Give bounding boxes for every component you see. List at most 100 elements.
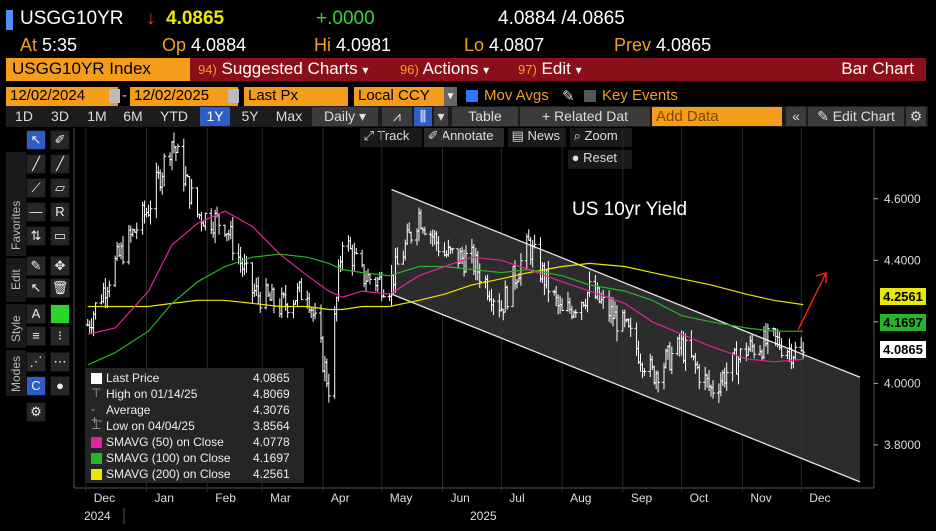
- chevron-down-icon[interactable]: ▼: [444, 87, 457, 106]
- quote-time-label: At: [20, 35, 38, 55]
- annotate-button[interactable]: ✐ Annotate: [424, 128, 504, 147]
- period-max[interactable]: Max: [275, 108, 303, 124]
- news-button[interactable]: ▤ News: [508, 128, 566, 147]
- high-marker-icon: ⊤: [91, 386, 102, 400]
- currency-select[interactable]: Local CCY: [354, 87, 444, 106]
- edit-pen-icon[interactable]: ✎: [26, 256, 46, 276]
- legend-sma200: SMAVG (200) on Close 4.2561: [86, 467, 304, 481]
- start-date-field[interactable]: 12/02/2024: [6, 87, 118, 106]
- last-price: 4.0865: [166, 8, 225, 29]
- field-select[interactable]: Last Px: [244, 87, 348, 106]
- fib-icon[interactable]: ⇅: [26, 226, 46, 246]
- gear-icon[interactable]: ⚙: [906, 107, 926, 126]
- ray-icon[interactable]: ╱: [50, 154, 70, 174]
- legend-label: SMAVG (100) on Close: [106, 451, 231, 465]
- legend-average: -+- Average 4.3076: [86, 402, 304, 427]
- period-ytd[interactable]: YTD: [160, 108, 188, 124]
- horizontal-line-icon[interactable]: —: [26, 202, 46, 222]
- y-tick-label: 3.8000: [884, 438, 921, 452]
- menu-item-label: Suggested Charts: [221, 59, 358, 78]
- key-events-checkbox[interactable]: [584, 90, 596, 102]
- tab-edit[interactable]: Edit: [6, 258, 26, 302]
- edit-menu[interactable]: 97) Edit ▾: [518, 58, 582, 81]
- rectangle-icon[interactable]: ▭: [50, 226, 70, 246]
- security-index-field[interactable]: USGG10YR Index: [6, 58, 190, 81]
- related-data-button[interactable]: + Related Dat: [520, 107, 650, 126]
- line-width-icon[interactable]: ⁝: [50, 326, 70, 346]
- color-mode-icon[interactable]: ●: [50, 376, 70, 396]
- track-label: Track: [377, 128, 410, 143]
- quote-prev: Prev 4.0865: [614, 35, 711, 56]
- pen-icon[interactable]: ✐: [50, 130, 70, 150]
- legend-last-price: Last Price 4.0865: [86, 371, 304, 385]
- channel-icon[interactable]: ▱: [50, 178, 70, 198]
- suggested-charts-menu[interactable]: 94) Suggested Charts ▾: [198, 58, 368, 81]
- track-button[interactable]: ⤢ Track: [360, 128, 422, 147]
- y-tick-label: 4.0000: [884, 376, 921, 390]
- chevron-down-icon[interactable]: ▾: [434, 107, 448, 126]
- pointer-icon[interactable]: ↖: [26, 130, 46, 150]
- collapse-icon[interactable]: «: [786, 107, 806, 126]
- legend-low: ⊥ Low on 04/04/25 3.8564: [86, 419, 304, 433]
- select-edit-icon[interactable]: ↖: [26, 278, 46, 298]
- line-chart-icon[interactable]: ⩘: [382, 107, 412, 126]
- key-events-label[interactable]: Key Events: [602, 87, 678, 104]
- period-1m[interactable]: 1M: [87, 108, 107, 124]
- tab-style[interactable]: Style: [6, 304, 26, 348]
- period-6m[interactable]: 6M: [123, 108, 143, 124]
- pencil-icon[interactable]: ✎: [562, 88, 575, 105]
- tab-favorites[interactable]: Favorites: [6, 152, 26, 256]
- segment-icon[interactable]: ⟋: [26, 178, 46, 198]
- magnet-mode-icon[interactable]: C: [26, 376, 46, 396]
- end-date-field[interactable]: 12/02/2025: [130, 87, 238, 106]
- actions-menu[interactable]: 96) Actions ▾: [400, 58, 489, 81]
- retracement-icon[interactable]: R: [50, 202, 70, 222]
- period-3d[interactable]: 3D: [51, 108, 69, 124]
- average-marker-icon: -+-: [91, 402, 103, 427]
- crosshair-mode-icon[interactable]: ⋰: [26, 352, 46, 372]
- legend-label: Low on 04/04/25: [106, 419, 195, 433]
- x-tick-label: Aug: [570, 491, 591, 505]
- x-tick-label: Sep: [631, 491, 653, 505]
- legend-value: 4.8069: [253, 387, 290, 401]
- quote-low: Lo 4.0807: [464, 35, 544, 56]
- x-tick-label: May: [390, 491, 413, 505]
- sma200-line: [87, 262, 804, 311]
- mov-avgs-checkbox[interactable]: [466, 90, 478, 102]
- legend-sma50: SMAVG (50) on Close 4.0778: [86, 435, 304, 449]
- ticker-marker: [6, 10, 13, 30]
- reset-button[interactable]: ● Reset: [568, 150, 632, 169]
- drawing-palette: Favorites Edit Style Modes ↖ ✐ ╱ ╱ ⟋ ▱ —…: [6, 128, 74, 428]
- menu-item-number: 96): [400, 62, 419, 77]
- x-tick-label: Oct: [690, 491, 709, 505]
- add-data-input[interactable]: Add Data: [652, 107, 782, 126]
- bid-ask: 4.0884 /4.0865: [498, 8, 625, 30]
- legend-label: SMAVG (50) on Close: [106, 435, 224, 449]
- legend-sma100: SMAVG (100) on Close 4.1697: [86, 451, 304, 465]
- trash-icon[interactable]: 🗑: [50, 278, 70, 298]
- sma50-line: [87, 210, 804, 363]
- calendar-icon[interactable]: [109, 89, 120, 103]
- line-style-icon[interactable]: ≡: [26, 326, 46, 346]
- color-swatch-icon[interactable]: [50, 304, 70, 324]
- calendar-icon[interactable]: [228, 89, 239, 103]
- snap-mode-icon[interactable]: ⋯: [50, 352, 70, 372]
- bar-chart-icon[interactable]: ⫼: [414, 107, 432, 126]
- table-button[interactable]: Table: [452, 107, 518, 126]
- edit-chart-button[interactable]: ✎ Edit Chart: [808, 107, 904, 126]
- interval-select[interactable]: Daily ▾: [312, 107, 378, 126]
- period-1d[interactable]: 1D: [15, 108, 33, 124]
- zoom-button[interactable]: ⌕ Zoom: [570, 128, 632, 147]
- menu-bar: USGG10YR Index 94) Suggested Charts ▾ 96…: [6, 58, 926, 81]
- settings-gear-icon[interactable]: ⚙: [26, 402, 46, 422]
- period-1y[interactable]: 1Y: [200, 107, 230, 126]
- tab-modes[interactable]: Modes: [6, 350, 26, 396]
- caret-down-icon: ▾: [483, 63, 490, 77]
- trendline-icon[interactable]: ╱: [26, 154, 46, 174]
- mov-avgs-label[interactable]: Mov Avgs: [484, 87, 549, 104]
- period-5y[interactable]: 5Y: [241, 108, 259, 124]
- move-icon[interactable]: ✥: [50, 256, 70, 276]
- y-tick-label: 4.4000: [884, 253, 921, 267]
- text-style-icon[interactable]: A: [26, 304, 46, 324]
